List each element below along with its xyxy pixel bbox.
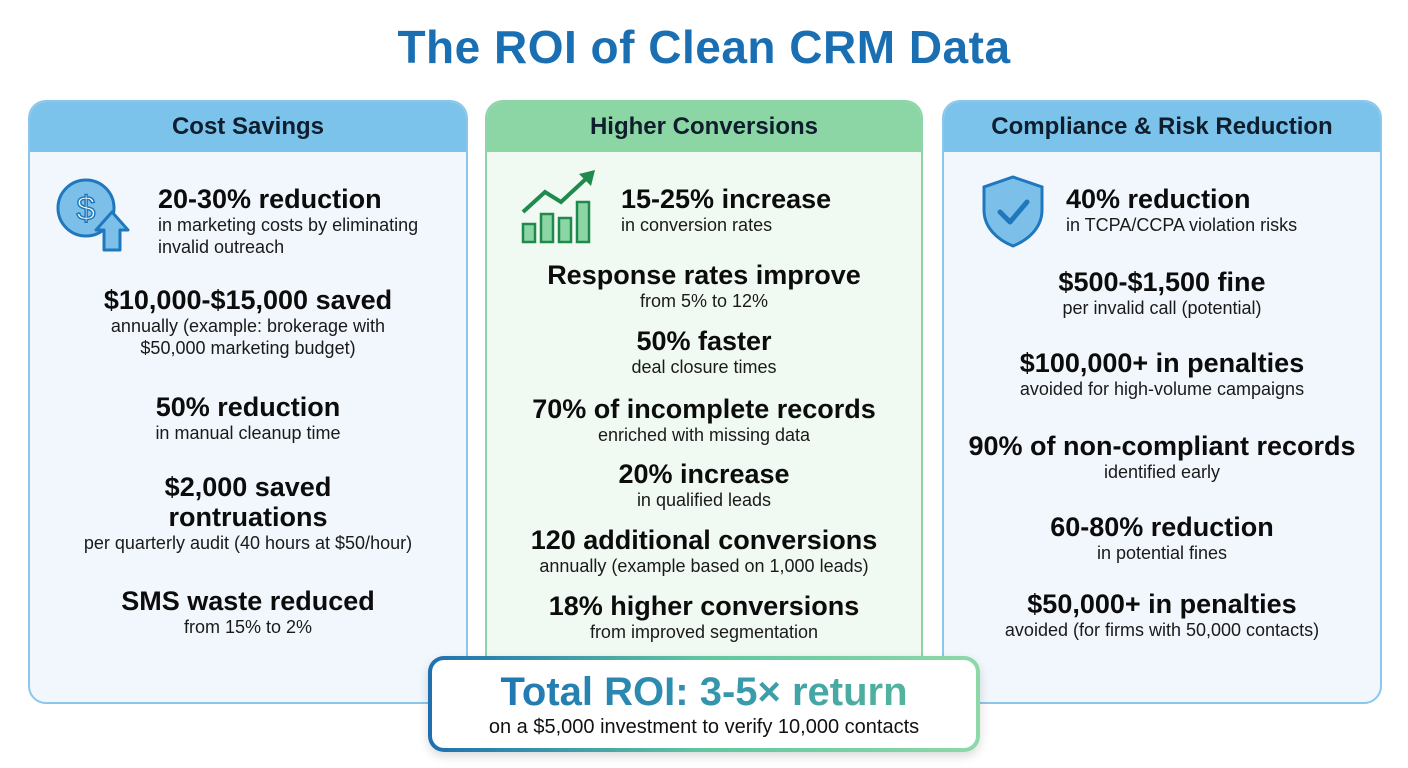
growth-chart-icon bbox=[519, 168, 599, 244]
stat-sub: in TCPA/CCPA violation risks bbox=[1066, 215, 1298, 235]
stat-heading: $500-$1,500 fine bbox=[1058, 267, 1266, 297]
stat-item: 50% faster deal closure times bbox=[487, 326, 921, 378]
stat-heading: 40% reduction bbox=[1066, 184, 1251, 214]
compliance-panel: Compliance & Risk Reduction 40% reductio… bbox=[942, 100, 1382, 704]
stat-heading: 15-25% increase bbox=[621, 184, 832, 214]
stat-heading: 60-80% reduction bbox=[1050, 512, 1274, 542]
total-roi-box: Total ROI: 3-5× return on a $5,000 inves… bbox=[428, 656, 980, 752]
shield-check-icon bbox=[980, 174, 1060, 248]
stat-heading: $10,000-$15,000 saved bbox=[103, 285, 393, 315]
panel-header: Cost Savings bbox=[30, 102, 466, 152]
total-roi-heading: Total ROI: 3-5× return bbox=[432, 670, 976, 714]
stat-sub: from improved segmentation bbox=[589, 622, 819, 642]
stat-item: $100,000+ in penalties avoided for high-v… bbox=[944, 348, 1380, 400]
stat-sub: in manual cleanup time bbox=[155, 423, 341, 443]
stat-item: Response rates improve from 5% to 12% bbox=[487, 260, 921, 312]
stat-item: 90% of non-compliant records identified e… bbox=[944, 431, 1380, 483]
stat-heading: 50% reduction bbox=[155, 392, 341, 422]
stat-item: $10,000-$15,000 saved annually (example: … bbox=[30, 285, 466, 359]
stat-sub: in marketing costs by eliminating invali… bbox=[158, 215, 419, 257]
stat-heading: 70% of incomplete records bbox=[532, 394, 876, 424]
panel-header: Higher Conversions bbox=[487, 102, 921, 152]
stat-sub: per quarterly audit (40 hours at $50/hou… bbox=[83, 533, 413, 553]
stat-heading: SMS waste reduced bbox=[121, 586, 375, 616]
stat-heading: Response rates improve bbox=[547, 260, 861, 290]
stat-item: 70% of incomplete records enriched with m… bbox=[487, 394, 921, 446]
stat-item: 60-80% reduction in potential fines bbox=[944, 512, 1380, 564]
stat-sub: per invalid call (potential) bbox=[1062, 298, 1262, 318]
stat-sub: enriched with missing data bbox=[597, 425, 811, 445]
higher-conversions-panel: Higher Conversions 15-25% increase in con… bbox=[485, 100, 923, 700]
stat-heading: 20% increase bbox=[618, 459, 790, 489]
total-roi-sub: on a $5,000 investment to verify 10,000 … bbox=[488, 716, 920, 738]
stat-item: 50% reduction in manual cleanup time bbox=[30, 392, 466, 444]
stat-heading: $2,000 saved rontruations bbox=[164, 472, 332, 532]
stat-item: 18% higher conversions from improved segm… bbox=[487, 591, 921, 643]
svg-text:$: $ bbox=[77, 190, 96, 228]
panel-header: Compliance & Risk Reduction bbox=[944, 102, 1380, 152]
stat-item: 20% increase in qualified leads bbox=[487, 459, 921, 511]
cost-savings-panel: Cost Savings $ 20-30% reduction in market… bbox=[28, 100, 468, 704]
stat-item: SMS waste reduced from 15% to 2% bbox=[30, 586, 466, 638]
stat-sub: avoided for high-volume campaigns bbox=[1019, 379, 1305, 399]
stat-heading: 18% higher conversions bbox=[548, 591, 860, 621]
stat-sub: in conversion rates bbox=[621, 215, 773, 235]
stat-sub: identified early bbox=[1103, 462, 1221, 482]
stat-sub: from 5% to 12% bbox=[639, 291, 769, 311]
stat-heading: 20-30% reduction bbox=[158, 184, 382, 214]
stat-sub: deal closure times bbox=[631, 357, 777, 377]
stat-item: $2,000 saved rontruations per quarterly a… bbox=[30, 472, 466, 554]
stat-sub: in potential fines bbox=[1096, 543, 1228, 563]
dollar-up-arrow-icon: $ bbox=[52, 172, 132, 252]
stat-sub: avoided (for firms with 50,000 contacts) bbox=[1004, 620, 1320, 640]
page-title: The ROI of Clean CRM Data bbox=[397, 21, 1011, 73]
stat-heading: $50,000+ in penalties bbox=[1027, 589, 1297, 619]
stat-item: 20-30% reduction in marketing costs by el… bbox=[158, 184, 466, 258]
stat-item: 120 additional conversions annually (exam… bbox=[487, 525, 921, 577]
stat-sub: in qualified leads bbox=[636, 490, 772, 510]
stat-sub: from 15% to 2% bbox=[183, 617, 313, 637]
stat-item: $500-$1,500 fine per invalid call (potent… bbox=[944, 267, 1380, 319]
stat-item: 40% reduction in TCPA/CCPA violation risk… bbox=[1066, 184, 1380, 236]
stat-sub: annually (example: brokerage with $50,00… bbox=[110, 316, 386, 358]
stat-heading: 50% faster bbox=[636, 326, 772, 356]
stat-sub: annually (example based on 1,000 leads) bbox=[539, 556, 869, 576]
stat-item: $50,000+ in penalties avoided (for firms … bbox=[944, 589, 1380, 641]
stat-heading: 90% of non-compliant records bbox=[968, 431, 1356, 461]
stat-heading: 120 additional conversions bbox=[530, 525, 878, 555]
stat-item: 15-25% increase in conversion rates bbox=[621, 184, 921, 236]
stat-heading: $100,000+ in penalties bbox=[1019, 348, 1305, 378]
